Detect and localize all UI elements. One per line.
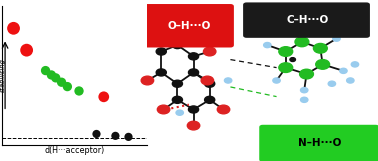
Circle shape bbox=[328, 81, 336, 86]
Text: N–H···O: N–H···O bbox=[297, 138, 341, 148]
Point bbox=[53, 77, 59, 79]
Circle shape bbox=[204, 96, 215, 103]
Circle shape bbox=[171, 25, 184, 33]
Point bbox=[11, 27, 17, 30]
Circle shape bbox=[301, 97, 308, 102]
Point bbox=[59, 81, 65, 84]
FancyBboxPatch shape bbox=[243, 2, 370, 38]
Circle shape bbox=[316, 60, 330, 69]
Point bbox=[43, 69, 49, 72]
Circle shape bbox=[189, 53, 198, 60]
Point bbox=[112, 135, 118, 137]
Circle shape bbox=[300, 69, 313, 79]
Point bbox=[93, 133, 99, 135]
Circle shape bbox=[294, 26, 301, 32]
X-axis label: d(H···acceptor): d(H···acceptor) bbox=[45, 146, 105, 155]
FancyBboxPatch shape bbox=[259, 125, 378, 161]
Circle shape bbox=[203, 47, 216, 56]
Circle shape bbox=[217, 105, 230, 114]
Circle shape bbox=[273, 26, 280, 32]
Circle shape bbox=[313, 43, 327, 53]
Text: stabilising: stabilising bbox=[0, 58, 6, 92]
Point bbox=[125, 136, 132, 138]
Text: C–H···O: C–H···O bbox=[287, 15, 329, 25]
Circle shape bbox=[172, 42, 183, 49]
Circle shape bbox=[204, 80, 215, 87]
Circle shape bbox=[172, 80, 183, 87]
Circle shape bbox=[225, 78, 232, 83]
Point bbox=[48, 74, 54, 76]
Circle shape bbox=[187, 121, 200, 130]
Circle shape bbox=[301, 88, 308, 93]
Circle shape bbox=[351, 62, 359, 67]
Circle shape bbox=[340, 68, 347, 73]
Point bbox=[76, 90, 82, 92]
Circle shape bbox=[347, 78, 354, 83]
Circle shape bbox=[263, 43, 271, 48]
Circle shape bbox=[333, 36, 340, 41]
Circle shape bbox=[189, 106, 198, 113]
Point bbox=[64, 85, 70, 88]
Circle shape bbox=[279, 63, 293, 72]
Circle shape bbox=[141, 76, 153, 85]
Circle shape bbox=[273, 78, 280, 83]
Point bbox=[23, 49, 29, 52]
FancyBboxPatch shape bbox=[144, 4, 234, 47]
Circle shape bbox=[157, 105, 170, 114]
Point bbox=[101, 95, 107, 98]
Circle shape bbox=[172, 96, 183, 103]
Circle shape bbox=[295, 37, 309, 47]
Circle shape bbox=[279, 47, 293, 56]
Circle shape bbox=[189, 69, 198, 76]
Circle shape bbox=[290, 58, 296, 62]
Circle shape bbox=[201, 76, 214, 85]
Circle shape bbox=[156, 69, 166, 76]
Text: O–H···O: O–H···O bbox=[167, 21, 211, 31]
Circle shape bbox=[176, 110, 183, 115]
Circle shape bbox=[156, 48, 166, 55]
